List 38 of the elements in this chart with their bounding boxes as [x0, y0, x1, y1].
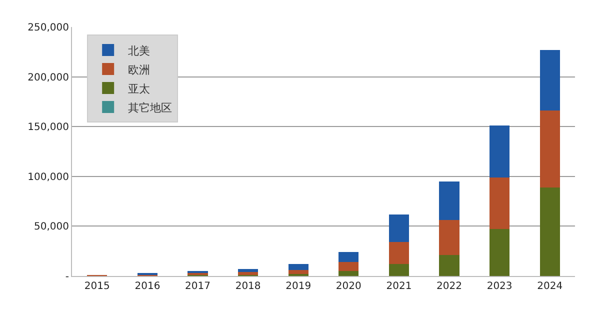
y-tick-label: -: [65, 272, 70, 282]
bar: [540, 110, 560, 188]
x-tick-label: 2019: [286, 281, 312, 292]
bar: [288, 264, 308, 270]
bar: [388, 264, 410, 276]
bar: [338, 252, 359, 262]
x-tick-label: 2020: [336, 281, 362, 292]
legend-label: 亚太: [128, 82, 150, 96]
y-tick-label: 200,000: [28, 72, 69, 84]
bar: [338, 271, 359, 276]
legend-label: 其它地区: [128, 101, 172, 114]
bar: [439, 181, 460, 220]
bar: [388, 214, 410, 242]
x-tick-label: 2021: [386, 281, 412, 292]
x-tick-label: 2018: [235, 281, 261, 292]
x-tick-label: 2022: [436, 281, 462, 292]
bar: [338, 262, 359, 272]
bar: [238, 269, 258, 272]
bar: [439, 220, 460, 256]
x-tick-label: 2017: [185, 281, 210, 292]
bar: [388, 242, 410, 264]
x-tick-label: 2016: [134, 281, 160, 292]
bar: [540, 187, 560, 276]
x-tick-label: 2024: [537, 281, 563, 292]
y-tick-label: 250,000: [28, 22, 69, 34]
y-tick-label: 150,000: [28, 122, 69, 134]
bar: [288, 270, 308, 274]
bar: [489, 229, 510, 276]
bar: [439, 255, 460, 276]
bar: [489, 126, 510, 178]
x-tick-label: 2015: [84, 281, 110, 292]
y-tick-label: 50,000: [34, 222, 69, 233]
x-tick-label: 2023: [486, 281, 512, 292]
legend-label: 欧洲: [128, 63, 150, 76]
y-tick-label: 100,000: [28, 172, 69, 183]
bar: [540, 50, 560, 111]
legend-label: 北美: [128, 44, 150, 58]
bar: [489, 177, 510, 230]
